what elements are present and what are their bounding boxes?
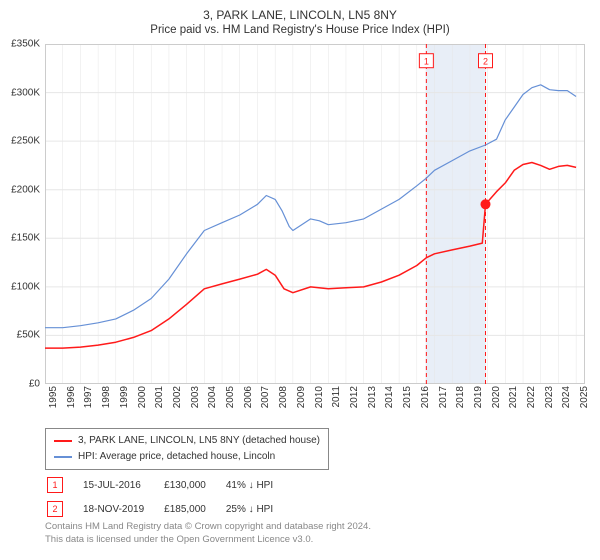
legend-swatch [54, 456, 72, 458]
x-axis-tick: 2025 [579, 386, 590, 408]
x-axis-tick: 1997 [83, 386, 94, 408]
txn-delta: 41% ↓ HPI [226, 474, 291, 496]
x-axis-tick: 2020 [491, 386, 502, 408]
y-axis-tick: £300K [11, 87, 40, 98]
x-axis-tick: 2007 [260, 386, 271, 408]
x-axis-tick: 2002 [172, 386, 183, 408]
x-axis-tick: 2011 [331, 386, 342, 408]
txn-date: 18-NOV-2019 [83, 498, 162, 520]
marker-badge: 2 [47, 501, 63, 517]
svg-text:2: 2 [483, 57, 488, 67]
x-axis-tick: 2004 [207, 386, 218, 408]
txn-price: £130,000 [164, 474, 224, 496]
x-axis-tick: 2005 [225, 386, 236, 408]
y-axis-tick: £150K [11, 233, 40, 244]
txn-delta: 25% ↓ HPI [226, 498, 291, 520]
legend-item: 3, PARK LANE, LINCOLN, LN5 8NY (detached… [54, 433, 320, 449]
x-axis-tick: 2001 [154, 386, 165, 408]
footer-line: Contains HM Land Registry data © Crown c… [45, 520, 371, 533]
marker-badge: 1 [47, 477, 63, 493]
y-axis-tick: £0 [29, 379, 40, 390]
x-axis-tick: 2021 [508, 386, 519, 408]
table-row: 2 18-NOV-2019 £185,000 25% ↓ HPI [47, 498, 291, 520]
chart-subtitle: Price paid vs. HM Land Registry's House … [0, 22, 600, 40]
y-axis-tick: £350K [11, 39, 40, 50]
footer: Contains HM Land Registry data © Crown c… [45, 520, 371, 546]
x-axis-tick: 1996 [66, 386, 77, 408]
x-axis-tick: 2014 [384, 386, 395, 408]
x-axis-tick: 2019 [473, 386, 484, 408]
legend-swatch [54, 440, 72, 442]
legend-label: HPI: Average price, detached house, Linc… [78, 449, 275, 465]
x-axis-tick: 1998 [101, 386, 112, 408]
y-axis-tick: £100K [11, 281, 40, 292]
legend: 3, PARK LANE, LINCOLN, LN5 8NY (detached… [45, 428, 329, 470]
x-axis-tick: 2015 [402, 386, 413, 408]
legend-label: 3, PARK LANE, LINCOLN, LN5 8NY (detached… [78, 433, 320, 449]
x-axis-tick: 2003 [190, 386, 201, 408]
footer-line: This data is licensed under the Open Gov… [45, 533, 371, 546]
x-axis-tick: 2017 [438, 386, 449, 408]
legend-item: HPI: Average price, detached house, Linc… [54, 449, 320, 465]
x-axis-tick: 2024 [561, 386, 572, 408]
x-axis-tick: 1999 [119, 386, 130, 408]
y-axis-tick: £250K [11, 136, 40, 147]
svg-text:1: 1 [424, 57, 429, 67]
x-axis-tick: 2023 [544, 386, 555, 408]
txn-date: 15-JUL-2016 [83, 474, 162, 496]
chart-plot-area: 12 £0£50K£100K£150K£200K£250K£300K£350K … [45, 44, 585, 384]
x-axis-tick: 2008 [278, 386, 289, 408]
x-axis-tick: 1995 [48, 386, 59, 408]
y-axis-tick: £200K [11, 184, 40, 195]
x-axis-tick: 2009 [296, 386, 307, 408]
txn-price: £185,000 [164, 498, 224, 520]
x-axis-tick: 2012 [349, 386, 360, 408]
x-axis-tick: 2022 [526, 386, 537, 408]
transaction-table: 1 15-JUL-2016 £130,000 41% ↓ HPI 2 18-NO… [45, 472, 293, 522]
chart-title: 3, PARK LANE, LINCOLN, LN5 8NY [0, 0, 600, 22]
x-axis-tick: 2018 [455, 386, 466, 408]
x-axis-tick: 2000 [137, 386, 148, 408]
x-axis-tick: 2010 [314, 386, 325, 408]
x-axis-tick: 2013 [367, 386, 378, 408]
x-axis-tick: 2016 [420, 386, 431, 408]
x-axis-tick: 2006 [243, 386, 254, 408]
y-axis-tick: £50K [17, 330, 40, 341]
table-row: 1 15-JUL-2016 £130,000 41% ↓ HPI [47, 474, 291, 496]
